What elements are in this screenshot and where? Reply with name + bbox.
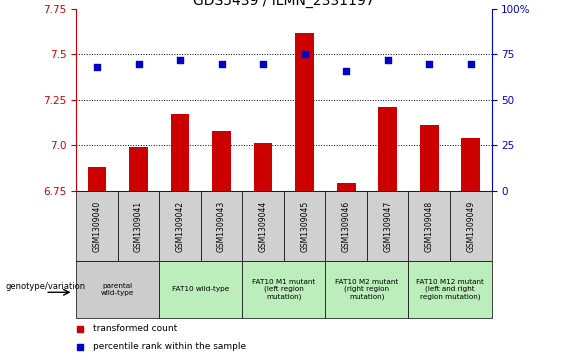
Title: GDS5439 / ILMN_2331197: GDS5439 / ILMN_2331197 — [193, 0, 375, 8]
Text: GSM1309045: GSM1309045 — [300, 200, 309, 252]
Text: FAT10 M2 mutant
(right region
mutation): FAT10 M2 mutant (right region mutation) — [336, 279, 398, 300]
Bar — [284, 191, 325, 261]
Text: GSM1309041: GSM1309041 — [134, 200, 143, 252]
Bar — [408, 191, 450, 261]
Bar — [76, 261, 159, 318]
Bar — [337, 183, 355, 191]
Bar — [242, 191, 284, 261]
Bar — [379, 107, 397, 191]
Text: GSM1309044: GSM1309044 — [259, 200, 268, 252]
Bar — [88, 167, 106, 191]
Bar — [254, 143, 272, 191]
Text: GSM1309049: GSM1309049 — [466, 200, 475, 252]
Text: transformed count: transformed count — [93, 324, 177, 333]
Point — [217, 61, 226, 66]
Text: GSM1309040: GSM1309040 — [93, 200, 102, 252]
Point — [259, 61, 268, 66]
Point — [93, 64, 102, 70]
Point — [466, 61, 475, 66]
Bar — [129, 147, 148, 191]
Text: GSM1309048: GSM1309048 — [425, 200, 434, 252]
Bar — [118, 191, 159, 261]
Text: GSM1309042: GSM1309042 — [176, 200, 185, 252]
Bar — [325, 191, 367, 261]
Point — [383, 57, 392, 63]
Point — [425, 61, 434, 66]
Text: FAT10 wild-type: FAT10 wild-type — [172, 286, 229, 293]
Bar — [201, 191, 242, 261]
Text: FAT10 M12 mutant
(left and right
region mutation): FAT10 M12 mutant (left and right region … — [416, 279, 484, 300]
Bar — [76, 191, 118, 261]
Text: genotype/variation: genotype/variation — [6, 282, 86, 291]
Bar — [462, 138, 480, 191]
Bar — [450, 191, 492, 261]
Bar — [367, 191, 408, 261]
Bar — [212, 131, 231, 191]
Point — [300, 52, 309, 57]
Bar — [325, 261, 408, 318]
Bar — [171, 114, 189, 191]
Text: GSM1309043: GSM1309043 — [217, 200, 226, 252]
Text: GSM1309046: GSM1309046 — [342, 200, 351, 252]
Bar — [159, 261, 242, 318]
Bar — [408, 261, 492, 318]
Bar — [420, 125, 438, 191]
Bar — [159, 191, 201, 261]
Text: GSM1309047: GSM1309047 — [383, 200, 392, 252]
Point — [134, 61, 143, 66]
Text: parental
wild-type: parental wild-type — [101, 283, 134, 296]
Point — [176, 57, 185, 63]
Bar — [295, 33, 314, 191]
Point — [342, 68, 351, 74]
Text: FAT10 M1 mutant
(left region
mutation): FAT10 M1 mutant (left region mutation) — [253, 279, 315, 300]
Text: percentile rank within the sample: percentile rank within the sample — [93, 342, 246, 351]
Bar — [242, 261, 325, 318]
